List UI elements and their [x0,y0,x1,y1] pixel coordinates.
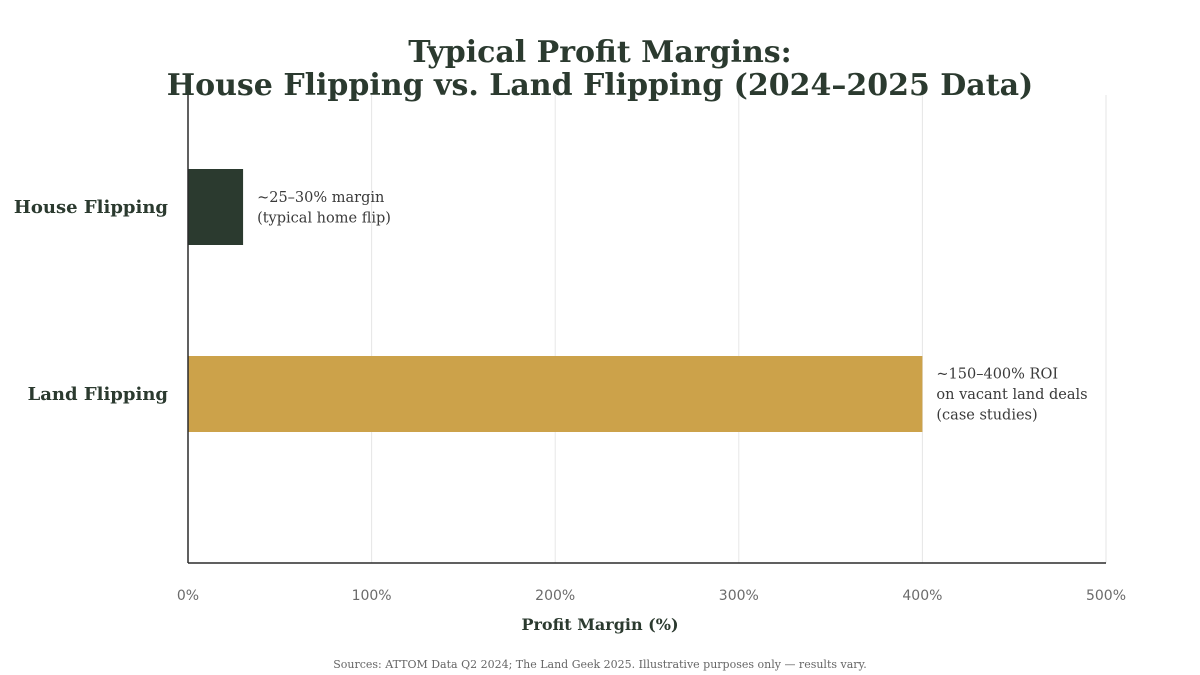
annotation-line: ~25–30% margin [257,190,384,206]
chart-title-line-1: Typical Profit Margins: [408,35,791,70]
axes [187,95,1106,564]
annotation-line: on vacant land deals [936,387,1087,403]
annotation-line: (case studies) [936,408,1037,424]
bar-annotation: ~25–30% margin (typical home flip) [257,190,391,227]
x-tick-label: 100% [352,588,392,604]
annotation-line: (typical home flip) [257,210,391,226]
annotation-line: ~150–400% ROI [936,367,1058,383]
gridlines [371,95,1107,563]
x-tick-label: 200% [535,588,575,604]
x-tick-label: 0% [177,588,199,604]
chart-title-line-2: House Flipping vs. Land Flipping (2024–2… [167,68,1033,103]
bar-house-flipping [188,169,244,245]
x-tick-label: 500% [1086,588,1126,604]
bar-annotation: ~150–400% ROI on vacant land deals (case s… [936,367,1087,424]
bars [188,169,923,432]
sources-footnote: Sources: ATTOM Data Q2 2024; The Land Ge… [333,658,867,671]
labels: House Flipping ~25–30% margin (typical hom… [14,190,1126,604]
category-label: House Flipping [14,197,169,218]
x-tick-label: 300% [719,588,759,604]
bar-land-flipping [188,356,923,432]
x-tick-label: 400% [902,588,942,604]
x-axis-label: Profit Margin (%) [521,615,678,634]
category-label: Land Flipping [28,384,169,405]
